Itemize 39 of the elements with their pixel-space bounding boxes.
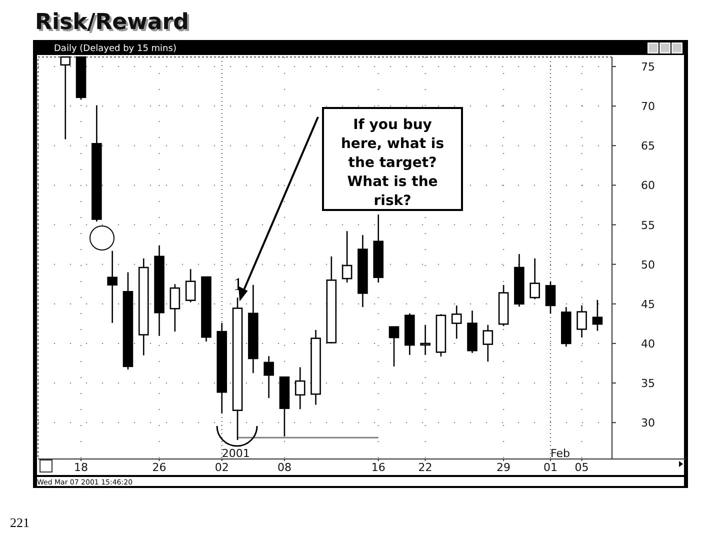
text: 221 bbox=[10, 515, 30, 530]
x-tick-label: 16 bbox=[371, 461, 386, 474]
candlestick bbox=[592, 299, 603, 332]
candlestick bbox=[264, 355, 274, 399]
candlestick bbox=[576, 304, 587, 338]
y-tick-label: 30 bbox=[641, 416, 655, 430]
candlestick bbox=[185, 268, 196, 303]
x-tick-label: 05 bbox=[574, 461, 589, 474]
ref-line-label: 2001 bbox=[222, 447, 250, 460]
candlestick bbox=[388, 326, 400, 368]
candlestick bbox=[545, 281, 556, 314]
ref-line-label: Feb bbox=[550, 447, 570, 460]
y-tick-label: 45 bbox=[641, 298, 655, 311]
y-tick-label: 35 bbox=[641, 377, 655, 390]
candlestick bbox=[342, 230, 352, 284]
chart-subtitle: Daily (Delayed by 15 mins) bbox=[54, 44, 176, 54]
x-tick-label: 22 bbox=[418, 461, 432, 474]
candlestick bbox=[420, 324, 430, 356]
y-tick-label: 55 bbox=[641, 218, 655, 232]
x-tick-label: 26 bbox=[152, 461, 166, 474]
x-tick-label: 18 bbox=[74, 461, 88, 474]
x-tick-label: 02 bbox=[214, 461, 229, 474]
y-tick-label: 50 bbox=[641, 258, 655, 272]
y-tick-label: 65 bbox=[641, 140, 655, 153]
x-tick-label: 08 bbox=[277, 461, 292, 474]
y-tick-label: 70 bbox=[641, 100, 655, 114]
candlestick bbox=[170, 283, 180, 332]
candlestick bbox=[482, 324, 494, 362]
candlestick bbox=[294, 366, 306, 410]
candlestick bbox=[107, 250, 118, 324]
annotation: If you buy here, what is the target? What is the risk? bbox=[340, 117, 444, 209]
y-tick-label: 60 bbox=[641, 179, 655, 192]
y-tick-label: 40 bbox=[641, 337, 655, 350]
x-tick-label: 29 bbox=[496, 461, 511, 474]
y-tick-label: 75 bbox=[641, 60, 655, 74]
x-tick-label: 01 bbox=[544, 461, 558, 474]
chart-title: Risk/Reward bbox=[37, 12, 191, 37]
candlestick bbox=[530, 258, 540, 300]
candlestick bbox=[451, 304, 462, 340]
